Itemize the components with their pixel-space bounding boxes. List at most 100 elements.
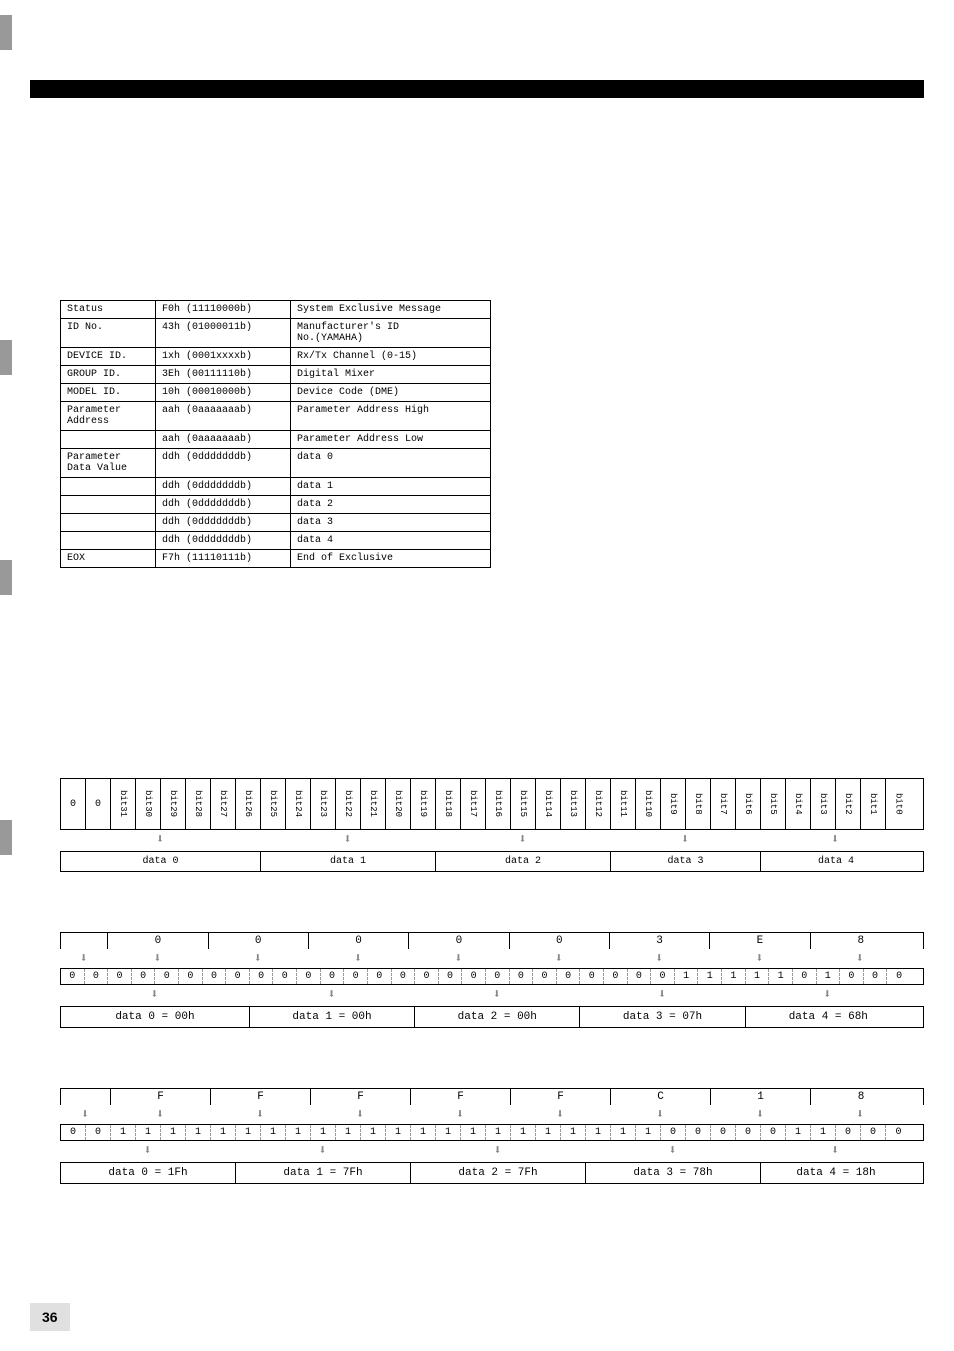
- bit-cell: 0: [887, 969, 911, 984]
- bit-cell: 0: [226, 969, 250, 984]
- data-group-label: data 3: [611, 852, 761, 871]
- gray-bar: [0, 340, 12, 375]
- bit-cell: 1: [336, 1125, 361, 1140]
- bit-label: bit21: [361, 779, 386, 829]
- bit-label: bit5: [761, 779, 786, 829]
- hex-nibble: F: [311, 1089, 411, 1105]
- spec-cell: ddh (0dddddddb): [156, 514, 291, 532]
- spec-cell: [61, 532, 156, 550]
- bit-label: bit27: [211, 779, 236, 829]
- arrow-down-icon: ⬇: [710, 1107, 810, 1122]
- spec-cell: F7h (11110111b): [156, 550, 291, 568]
- spec-cell: data 4: [291, 532, 491, 550]
- data-value-label: data 0 = 00h: [61, 1007, 250, 1027]
- arrow-down-icon: ⬇: [249, 987, 414, 1002]
- bit-cell: 0: [711, 1125, 736, 1140]
- bit-cell: 1: [636, 1125, 661, 1140]
- bit-label: bit1: [861, 779, 886, 829]
- bit-cell: 0: [86, 779, 111, 829]
- hex-nibble: 8: [811, 933, 911, 949]
- arrow-down-icon: ⬇: [410, 1143, 585, 1158]
- hex-nibble: 3: [610, 933, 710, 949]
- arrow-down-icon: ⬇: [760, 1143, 910, 1158]
- spec-cell: aah (0aaaaaaab): [156, 402, 291, 431]
- bit-label: bit29: [161, 779, 186, 829]
- arrow-down-icon: ⬇: [435, 832, 610, 847]
- spec-cell: Status: [61, 301, 156, 319]
- data-value-label: data 2 = 7Fh: [411, 1163, 586, 1183]
- spec-cell: ddh (0dddddddb): [156, 496, 291, 514]
- hex-nibble: 0: [510, 933, 610, 949]
- bit-cell: 1: [611, 1125, 636, 1140]
- spec-cell: GROUP ID.: [61, 366, 156, 384]
- bit-cell: 1: [698, 969, 722, 984]
- hex-cell-blank: [61, 933, 108, 949]
- data-value-label: data 3 = 78h: [586, 1163, 761, 1183]
- gray-bar: [0, 820, 12, 855]
- spec-cell: aah (0aaaaaaab): [156, 431, 291, 449]
- bit-cell: 1: [211, 1125, 236, 1140]
- bit-cell: 0: [344, 969, 368, 984]
- example-1: 000003E8 ⬇⬇⬇⬇⬇⬇⬇⬇⬇ 000000000000000000000…: [60, 932, 924, 1028]
- arrow-down-icon: ⬇: [308, 951, 408, 966]
- bit-label: bit17: [461, 779, 486, 829]
- spec-cell: End of Exclusive: [291, 550, 491, 568]
- bit-label: bit2: [836, 779, 861, 829]
- arrow-down-icon: ⬇: [260, 832, 435, 847]
- spec-cell: 3Eh (00111110b): [156, 366, 291, 384]
- spec-cell: ddh (0dddddddb): [156, 478, 291, 496]
- spec-cell: Parameter Address: [61, 402, 156, 431]
- bit-cell: 0: [864, 969, 888, 984]
- arrow-down-icon: ⬇: [760, 832, 910, 847]
- bit-cell: 0: [392, 969, 416, 984]
- hex-row: FFFFFC18: [60, 1088, 924, 1105]
- spec-cell: 10h (00010000b): [156, 384, 291, 402]
- spec-cell: [61, 478, 156, 496]
- bit-cell: 0: [132, 969, 156, 984]
- bit-cell: 1: [536, 1125, 561, 1140]
- data-group-label: data 4: [761, 852, 911, 871]
- arrow-row: ⬇⬇⬇⬇⬇: [60, 1143, 924, 1158]
- bit-cell: 0: [321, 969, 345, 984]
- header-black-bar: [30, 80, 924, 98]
- bit-cell: 1: [236, 1125, 261, 1140]
- bit-cell: 0: [61, 1125, 86, 1140]
- bit-cell: 0: [368, 969, 392, 984]
- bit-label: bit8: [686, 779, 711, 829]
- data-value-label: data 1 = 00h: [250, 1007, 415, 1027]
- hex-nibble: 0: [409, 933, 509, 949]
- arrow-down-icon: ⬇: [510, 1107, 610, 1122]
- arrow-down-icon: ⬇: [610, 1107, 710, 1122]
- hex-nibble: 1: [711, 1089, 811, 1105]
- bit-cell: 0: [61, 779, 86, 829]
- hex-nibble: 0: [209, 933, 309, 949]
- bit-cell: 0: [580, 969, 604, 984]
- arrow-down-icon: ⬇: [310, 1107, 410, 1122]
- arrow-down-icon: ⬇: [410, 1107, 510, 1122]
- bit-cell: 1: [561, 1125, 586, 1140]
- arrow-down-icon: ⬇: [610, 832, 760, 847]
- spec-cell: ID No.: [61, 319, 156, 348]
- hex-nibble: F: [511, 1089, 611, 1105]
- bit-cell: 0: [861, 1125, 886, 1140]
- bit-label: bit0: [886, 779, 911, 829]
- bit-diagram: 00bit31bit30bit29bit28bit27bit26bit25bit…: [60, 778, 924, 872]
- gray-bar: [0, 560, 12, 595]
- gray-bar: [0, 15, 12, 50]
- page-number: 36: [30, 1303, 70, 1331]
- arrow-row: ⬇⬇⬇⬇⬇: [60, 987, 924, 1002]
- bits-row: 0011111111111111111111110000011000: [60, 1124, 924, 1141]
- bits-row: 000000000000000000000000001111101000: [60, 968, 924, 985]
- bit-label: bit15: [511, 779, 536, 829]
- hex-nibble: E: [710, 933, 810, 949]
- arrow-down-icon: ⬇: [709, 951, 809, 966]
- spec-cell: data 1: [291, 478, 491, 496]
- arrow-down-icon: ⬇: [579, 987, 744, 1002]
- bit-cell: 0: [179, 969, 203, 984]
- bit-cell: 0: [155, 969, 179, 984]
- bit-label: bit25: [261, 779, 286, 829]
- bit-cell: 0: [108, 969, 132, 984]
- bit-label: bit14: [536, 779, 561, 829]
- data-value-label: data 0 = 1Fh: [61, 1163, 236, 1183]
- arrow-down-icon: ⬇: [408, 951, 508, 966]
